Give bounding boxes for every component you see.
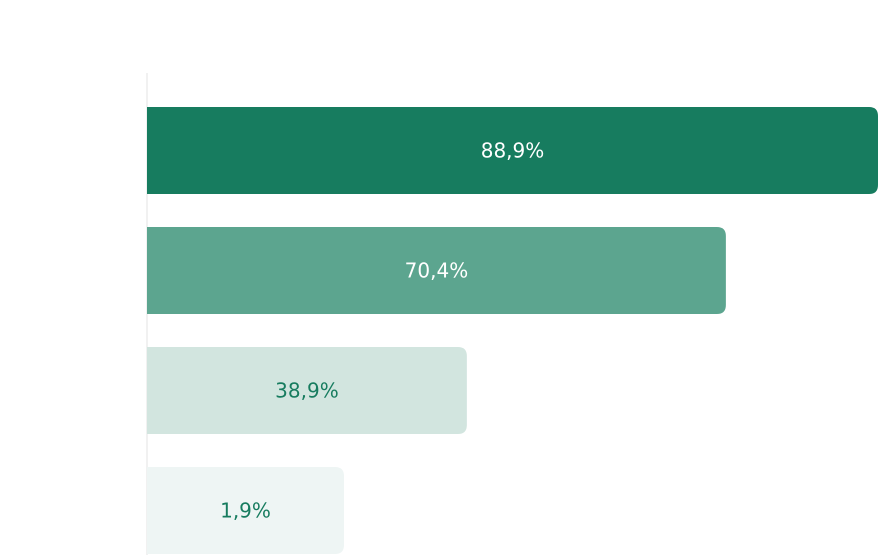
bar-3 [147, 347, 467, 434]
bar-value-label-1: 88,9% [481, 139, 545, 163]
bar-value-label-3: 38,9% [275, 379, 339, 403]
bar-value-label-2: 70,4% [405, 259, 469, 283]
bar-4 [147, 467, 344, 554]
bars-group: 88,9% 70,4% 38,9% 1,9% [147, 107, 878, 554]
bar-2 [147, 227, 726, 314]
bar-value-label-4: 1,9% [220, 499, 271, 523]
bar-1 [147, 107, 878, 194]
